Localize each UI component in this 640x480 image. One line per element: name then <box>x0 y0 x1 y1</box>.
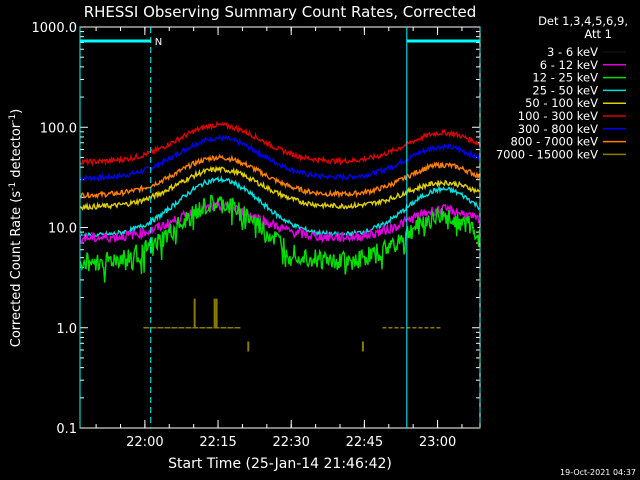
legend-label-4: 50 - 100 keV <box>525 96 598 110</box>
series-line-4 <box>79 165 481 211</box>
y-tick-label-3: 1.0 <box>56 322 77 337</box>
legend-label-1: 6 - 12 keV <box>540 58 598 72</box>
legend-label-3: 25 - 50 keV <box>532 83 598 97</box>
x-tick-label-2: 22:30 <box>272 435 309 450</box>
series-line-1 <box>79 200 481 245</box>
y-tick-label-2: 10.0 <box>48 222 77 237</box>
footer-date: 19-Oct-2021 04:37 <box>560 468 636 477</box>
y-tick-label-0: 1000.0 <box>32 21 78 36</box>
legend-title-2: Att 1 <box>584 27 612 41</box>
series-line-3 <box>79 175 481 240</box>
legend-label-0: 3 - 6 keV <box>547 45 598 59</box>
legend-label-5: 100 - 300 keV <box>518 109 598 123</box>
x-tick-label-0: 22:00 <box>126 435 163 450</box>
y-tick-label-4: 0.1 <box>56 422 77 437</box>
legend-label-8: 7000 - 15000 keV <box>496 147 598 161</box>
series-line-6 <box>79 134 481 183</box>
x-axis-label: Start Time (25-Jan-14 21:46:42) <box>168 456 392 472</box>
x-tick-label-4: 23:00 <box>419 435 456 450</box>
y-axis: 1000.0 100.0 10.0 1.0 0.1 <box>32 21 480 437</box>
legend-label-2: 12 - 25 keV <box>532 71 598 85</box>
y-axis-label: Corrected Count Rate (s-1 detector-1) <box>8 109 24 347</box>
legend-label-6: 300 - 800 keV <box>518 122 598 136</box>
series-line-7 <box>79 153 481 200</box>
x-tick-label-1: 22:15 <box>199 435 236 450</box>
series-line-2 <box>79 194 481 283</box>
legend-title: Det 1,3,4,5,6,9, <box>538 14 628 28</box>
chart-title: RHESSI Observing Summary Count Rates, Co… <box>84 3 477 21</box>
night-markers: N <box>79 27 481 428</box>
y-tick-label-1: 100.0 <box>40 121 77 136</box>
x-axis: 22:00 22:15 22:30 22:45 23:00 <box>95 27 463 450</box>
legend-label-7: 800 - 7000 keV <box>510 135 598 149</box>
night-label: N <box>155 37 162 48</box>
series-layer <box>79 120 481 352</box>
x-tick-label-3: 22:45 <box>346 435 383 450</box>
series-line-5 <box>79 120 480 167</box>
